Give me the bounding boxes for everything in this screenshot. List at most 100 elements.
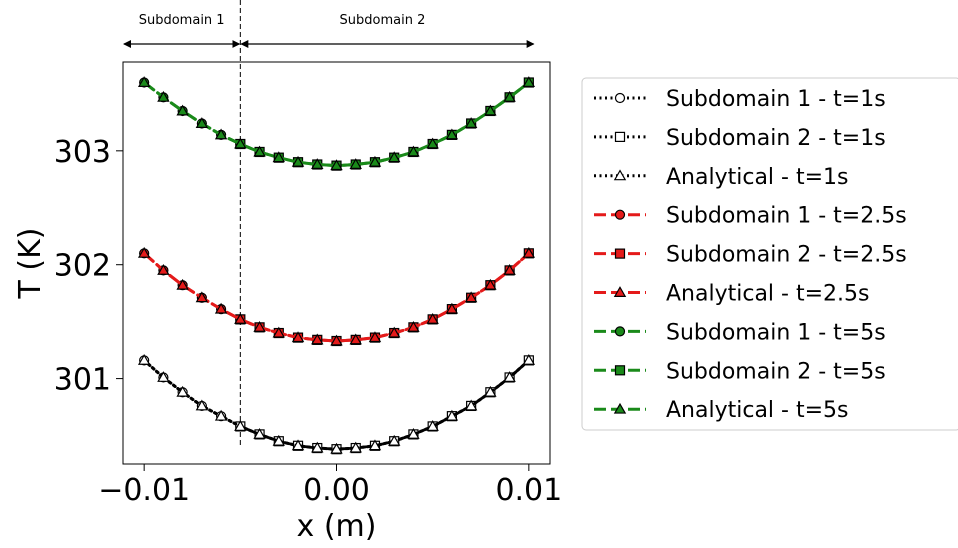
data-point (157, 90, 170, 102)
data-point (407, 428, 420, 439)
data-point (137, 76, 151, 87)
y-tick-label: 302 (54, 249, 111, 284)
y-axis-label: T (K) (13, 228, 48, 300)
data-point (234, 137, 247, 149)
data-point (137, 353, 151, 365)
data-point (349, 158, 362, 169)
x-tick-label: 0.01 (495, 473, 562, 508)
legend-marker (614, 209, 626, 220)
legend-label: Subdomain 1 - t=5s (666, 320, 886, 345)
data-point (157, 371, 170, 382)
data-point (195, 399, 209, 411)
y-tick-label: 301 (54, 363, 111, 398)
legend-entry: Subdomain 2 - t=5s (594, 359, 886, 384)
legend-entry: Analytical - t=5s (594, 398, 848, 423)
data-point (464, 117, 478, 128)
x-tick-label: 0.00 (303, 473, 370, 508)
data-point (253, 428, 266, 439)
data-point (214, 302, 228, 314)
legend-label: Analytical - t=5s (666, 398, 848, 423)
data-point (445, 302, 459, 314)
data-point (484, 104, 497, 116)
legend-entry: Subdomain 2 - t=1s (594, 126, 886, 151)
legend-label: Subdomain 1 - t=1s (666, 87, 886, 112)
data-point (272, 434, 286, 446)
subdomain-annotation: Subdomain 1 (139, 13, 225, 28)
data-point (368, 439, 382, 451)
data-point (368, 155, 382, 167)
legend-label: Analytical - t=2.5s (666, 282, 869, 307)
data-point (349, 441, 362, 453)
legend-label: Subdomain 2 - t=1s (666, 126, 886, 151)
legend-entry: Subdomain 1 - t=1s (594, 87, 886, 112)
data-point (291, 439, 305, 451)
data-point (407, 145, 420, 157)
legend-entry: Subdomain 2 - t=2.5s (594, 243, 907, 268)
data-point (253, 145, 266, 157)
series-line (238, 358, 531, 451)
legend-marker (614, 365, 626, 376)
data-point (253, 320, 266, 332)
subdomain-annotation: Subdomain 2 (340, 13, 426, 28)
series-group (137, 76, 536, 171)
legend-marker (613, 286, 627, 297)
data-point (311, 333, 324, 345)
x-tick-label: −0.01 (98, 473, 190, 508)
legend-entry: Subdomain 1 - t=2.5s (594, 204, 907, 229)
data-point (176, 104, 189, 116)
data-point (407, 320, 420, 332)
data-point (176, 278, 189, 290)
legend-marker (613, 402, 627, 414)
data-point (522, 76, 536, 87)
y-tick-label: 303 (54, 135, 111, 170)
legend-box (581, 77, 958, 431)
data-point (214, 128, 228, 140)
legend-entry: Analytical - t=1s (594, 165, 848, 190)
data-point (157, 264, 170, 275)
data-point (311, 441, 324, 453)
data-point (234, 420, 247, 431)
data-point (387, 151, 401, 163)
data-point (330, 334, 343, 346)
legend-label: Subdomain 2 - t=2.5s (666, 243, 907, 268)
data-point (234, 312, 247, 324)
legend-entry: Analytical - t=2.5s (594, 282, 869, 307)
data-point (349, 333, 362, 345)
data-point (522, 246, 536, 258)
data-point (272, 326, 286, 338)
data-point (272, 151, 286, 163)
data-point (426, 420, 439, 431)
legend-marker (614, 131, 626, 142)
data-point (311, 158, 324, 169)
legend-label: Subdomain 2 - t=5s (666, 359, 886, 384)
data-point (426, 312, 439, 324)
data-point (330, 159, 343, 171)
data-point (137, 246, 151, 258)
legend-marker (614, 326, 626, 337)
series-group (137, 246, 536, 346)
x-axis-label: x (m) (297, 509, 377, 544)
legend-entry: Subdomain 1 - t=5s (594, 320, 886, 345)
data-point (464, 291, 478, 303)
legend-marker (614, 92, 626, 104)
data-point (195, 291, 209, 303)
legend-marker (614, 248, 626, 259)
data-point (291, 155, 305, 167)
data-point (176, 385, 189, 397)
data-point (330, 442, 343, 454)
data-point (503, 371, 516, 382)
data-point (387, 326, 401, 338)
data-point (387, 434, 401, 446)
data-point (214, 409, 228, 421)
legend-label: Analytical - t=1s (666, 165, 848, 190)
data-point (195, 117, 209, 128)
plot-frame (122, 61, 551, 465)
data-point (368, 331, 382, 343)
data-point (484, 385, 497, 397)
series-line (238, 251, 531, 343)
data-point (522, 353, 536, 365)
legend-marker (613, 169, 627, 181)
legend-label: Subdomain 1 - t=2.5s (666, 204, 907, 229)
data-point (445, 128, 459, 140)
